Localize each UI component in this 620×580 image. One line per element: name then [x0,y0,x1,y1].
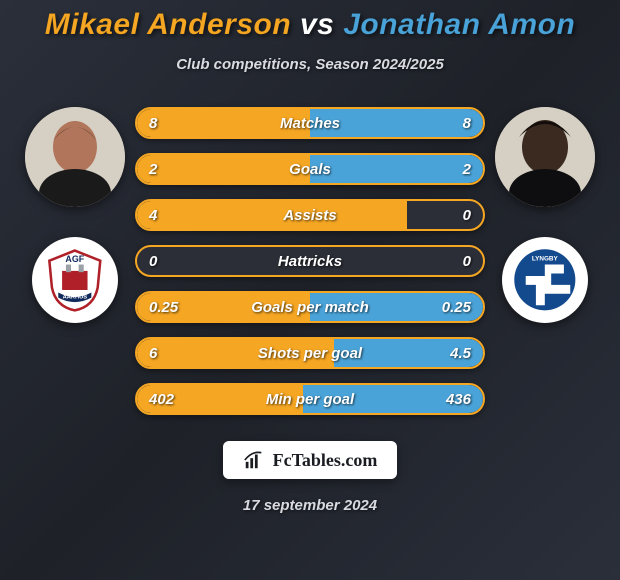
stat-value-left: 4 [137,207,197,224]
svg-text:LYNGBY: LYNGBY [532,256,559,263]
player1-avatar-placeholder-icon [25,107,125,207]
player2-crest-icon: LYNGBY [513,248,577,312]
stat-row: 4Assists0 [135,199,485,231]
date-text: 17 september 2024 [243,497,377,514]
player2-crest: LYNGBY [502,237,588,323]
stat-label: Shots per goal [197,345,423,362]
stat-bars: 8Matches82Goals24Assists00Hattricks00.25… [135,101,485,415]
stat-value-left: 402 [137,391,197,408]
stat-value-left: 0.25 [137,299,197,316]
stat-label: Assists [197,207,423,224]
stat-row: 8Matches8 [135,107,485,139]
stat-value-right: 436 [423,391,483,408]
stat-row: 0Hattricks0 [135,245,485,277]
stat-value-left: 2 [137,161,197,178]
stat-value-right: 0 [423,253,483,270]
site-logo-badge: FcTables.com [223,441,398,479]
chart-icon [243,449,265,471]
left-side: AGF AARHUS [15,101,135,323]
title-vs: vs [300,8,334,41]
player2-avatar [495,107,595,207]
stat-label: Min per goal [197,391,423,408]
stat-row: 402Min per goal436 [135,383,485,415]
player1-crest-icon: AGF AARHUS [43,248,107,312]
stat-value-left: 6 [137,345,197,362]
comparison-card: Mikael Anderson vs Jonathan Amon Club co… [0,0,620,580]
comparison-body: AGF AARHUS 8Matches82Goals24Assists00Hat… [0,101,620,415]
stat-value-left: 0 [137,253,197,270]
subtitle: Club competitions, Season 2024/2025 [176,56,444,73]
title-player2: Jonathan Amon [343,8,575,41]
stat-row: 0.25Goals per match0.25 [135,291,485,323]
player2-avatar-placeholder-icon [495,107,595,207]
stat-value-right: 4.5 [423,345,483,362]
stat-value-right: 0 [423,207,483,224]
site-logo-text: FcTables.com [273,450,378,471]
stat-label: Matches [197,115,423,132]
stat-value-right: 0.25 [423,299,483,316]
stat-row: 2Goals2 [135,153,485,185]
stat-label: Goals per match [197,299,423,316]
player1-avatar [25,107,125,207]
footer: FcTables.com 17 september 2024 [223,441,398,514]
stat-label: Hattricks [197,253,423,270]
player1-crest: AGF AARHUS [32,237,118,323]
title-player1: Mikael Anderson [45,8,291,41]
stat-label: Goals [197,161,423,178]
stat-row: 6Shots per goal4.5 [135,337,485,369]
stat-value-right: 8 [423,115,483,132]
svg-text:AARHUS: AARHUS [63,294,88,300]
right-side: LYNGBY [485,101,605,323]
svg-text:AGF: AGF [66,254,85,264]
stat-value-right: 2 [423,161,483,178]
page-title: Mikael Anderson vs Jonathan Amon [45,8,576,42]
stat-value-left: 8 [137,115,197,132]
